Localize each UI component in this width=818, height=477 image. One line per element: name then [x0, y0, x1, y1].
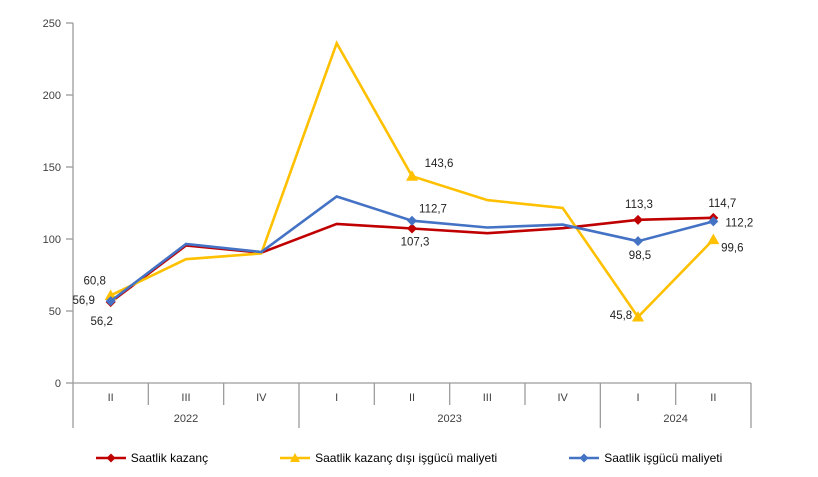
- legend-label: Saatlik kazanç dışı işgücü maliyeti: [315, 451, 498, 465]
- data-label: 99,6: [721, 243, 743, 255]
- data-label: 56,9: [72, 295, 94, 307]
- x-tick-label: III: [483, 392, 492, 404]
- marker-triangle-1: [632, 311, 644, 322]
- marker-diamond-0: [633, 214, 643, 225]
- series-line-2: [109, 195, 714, 303]
- line-chart: 0 50 100 150 200 250 II III IV I II III IV I II 2022 202…: [43, 18, 753, 428]
- y-tick-label: 250: [43, 18, 61, 30]
- y-tick-label: 50: [49, 306, 61, 318]
- y-tick-label: 150: [43, 162, 61, 174]
- data-label: 107,3: [401, 236, 430, 248]
- data-label: 114,7: [708, 198, 736, 210]
- marker-diamond-0: [407, 223, 417, 234]
- blue-line-diamond-icon: [569, 453, 600, 463]
- marker-diamond-2: [708, 216, 719, 227]
- year-label: 2023: [437, 413, 461, 425]
- marker-diamond-2: [633, 236, 643, 247]
- data-label: 45,8: [610, 310, 632, 322]
- y-tick-label: 100: [43, 234, 61, 246]
- data-label: 98,5: [629, 250, 651, 262]
- legend-item-saatlik-isgucu: Saatlik işgücü maliyeti: [569, 451, 722, 465]
- marker-triangle-1: [707, 233, 720, 245]
- chart-legend: Saatlik kazanç Saatlik kazanç dışı işgüc…: [0, 451, 818, 465]
- data-label: 112,2: [725, 217, 753, 229]
- x-tick-label: II: [710, 392, 716, 404]
- x-tick-label: I: [636, 392, 639, 404]
- marker-triangle-1: [406, 170, 418, 181]
- y-tick-label: 0: [55, 378, 61, 390]
- legend-item-saatlik-kazanc: Saatlik kazanç: [95, 451, 209, 465]
- data-label: 113,3: [625, 199, 653, 211]
- x-tick-label: I: [335, 392, 338, 404]
- year-label: 2022: [174, 413, 198, 425]
- legend-item-saatlik-kazanc-disi: Saatlik kazanç dışı işgücü maliyeti: [280, 451, 497, 465]
- yellow-line-triangle-icon: [280, 453, 311, 462]
- data-label: 60,8: [83, 275, 105, 287]
- legend-label: Saatlik işgücü maliyeti: [604, 451, 723, 465]
- data-label: 143,6: [425, 158, 454, 170]
- marker-diamond-2: [407, 215, 417, 226]
- red-line-diamond-icon: [95, 453, 126, 463]
- legend-label: Saatlik kazanç: [130, 451, 209, 465]
- data-label: 112,7: [419, 204, 447, 216]
- y-tick-label: 200: [43, 90, 61, 102]
- x-tick-label: II: [108, 392, 114, 404]
- x-tick-label: IV: [256, 392, 267, 404]
- x-tick-label: II: [409, 392, 415, 404]
- data-label: 56,2: [90, 316, 112, 328]
- x-tick-label: III: [181, 392, 190, 404]
- year-label: 2024: [663, 413, 687, 425]
- marker-diamond-2: [105, 296, 116, 307]
- x-tick-label: IV: [557, 392, 568, 404]
